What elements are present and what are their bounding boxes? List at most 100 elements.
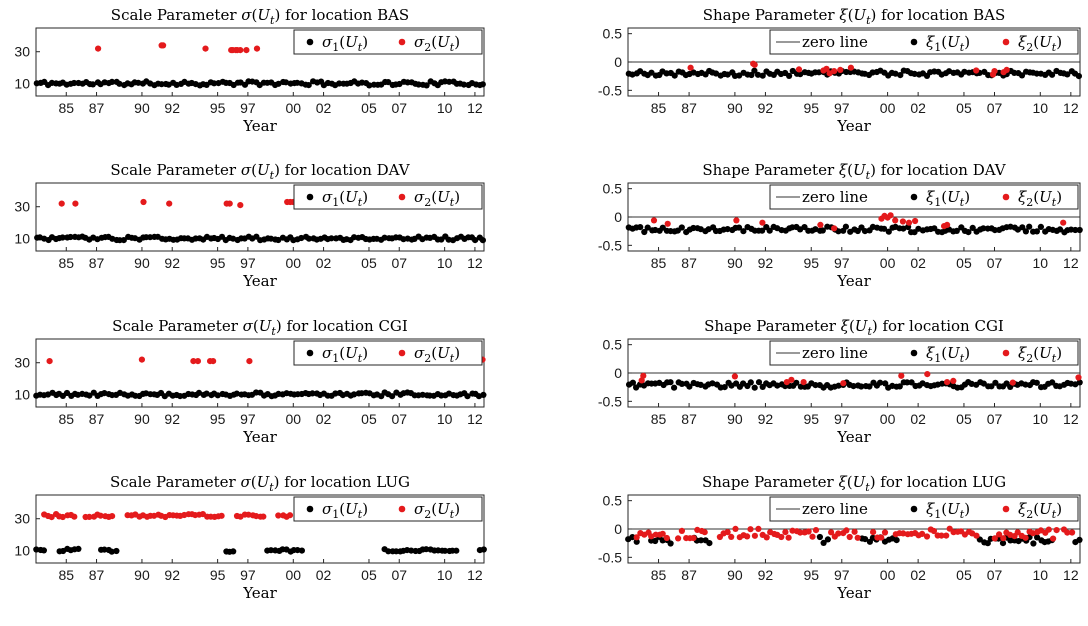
data-point (138, 356, 145, 363)
x-tick-label: 92 (164, 255, 180, 271)
y-tick-label: 10 (14, 386, 30, 402)
data-point (1064, 529, 1071, 536)
x-tick-label: 85 (651, 255, 667, 271)
data-point (866, 383, 873, 390)
y-tick-label: -0.5 (598, 393, 622, 409)
data-point (686, 383, 693, 390)
data-point (988, 383, 995, 390)
data-point (748, 71, 755, 79)
x-tick-label: 90 (134, 255, 150, 271)
data-point (898, 372, 905, 379)
data-point (858, 383, 865, 390)
data-point (108, 548, 115, 555)
data-point (850, 383, 857, 390)
x-tick-label: 97 (240, 100, 256, 116)
legend-swatch-dot (398, 193, 406, 201)
data-point (706, 540, 713, 547)
data-point (828, 529, 835, 536)
legend-label: ξ1(Ut) (926, 344, 970, 365)
chart-panel-3: Scale Parameter σ(Ut) for location DAV 85… (14, 161, 486, 290)
data-point (751, 67, 758, 74)
data-point (389, 393, 396, 400)
x-tick-label: 95 (803, 100, 819, 116)
data-point (728, 533, 735, 541)
data-point (701, 529, 708, 536)
x-axis-label: Year (836, 272, 871, 290)
data-point (275, 512, 282, 519)
data-point (1064, 71, 1071, 78)
x-tick-label: 00 (880, 255, 896, 271)
data-point (59, 513, 66, 521)
data-point (1076, 379, 1083, 386)
x-tick-label: 02 (910, 411, 926, 427)
x-tick-label: 12 (1063, 255, 1079, 271)
data-point (423, 82, 430, 89)
x-tick-label: 87 (89, 411, 105, 427)
data-point (479, 237, 486, 244)
data-point (740, 228, 747, 235)
data-point (908, 379, 915, 386)
data-point (441, 547, 449, 554)
chart-title: Shape Parameter ξ(Ut) for location CGI (704, 317, 1004, 338)
data-point (944, 379, 951, 386)
data-point (846, 533, 853, 541)
legend-label: ξ2(Ut) (1018, 33, 1062, 54)
data-point (1022, 534, 1029, 541)
data-point (835, 530, 842, 537)
data-point (298, 547, 305, 554)
x-tick-label: 92 (758, 411, 774, 427)
data-point (637, 224, 644, 231)
data-point (882, 380, 889, 387)
legend-box (769, 496, 1079, 522)
plot-frame (35, 182, 485, 252)
x-tick-label: 02 (316, 255, 332, 271)
x-tick-label: 97 (834, 100, 850, 116)
x-tick-label: 97 (834, 255, 850, 271)
x-tick-label: 12 (1063, 100, 1079, 116)
x-tick-label: 85 (58, 100, 74, 116)
legend-box (293, 29, 483, 55)
data-point (835, 382, 842, 389)
x-tick-label: 90 (727, 567, 743, 583)
data-point (950, 377, 957, 384)
y-tick-label: 0.5 (603, 181, 623, 197)
legend-label: ξ2(Ut) (1018, 500, 1062, 521)
data-point (751, 532, 759, 539)
data-point (305, 235, 313, 242)
x-tick-label: 10 (437, 567, 453, 583)
x-tick-label: 02 (316, 411, 332, 427)
data-point (230, 548, 237, 555)
data-point (1034, 534, 1041, 541)
chart-panel-2: Shape Parameter ξ(Ut) for location BAS 85… (598, 6, 1082, 135)
data-point (1069, 529, 1076, 536)
data-point (86, 392, 93, 399)
data-point (71, 79, 78, 87)
x-tick-label: 05 (956, 567, 972, 583)
data-point (744, 533, 751, 540)
legend-swatch-dot (1002, 193, 1010, 201)
y-tick-label: 10 (14, 75, 30, 91)
legend-label: σ1(Ut) (322, 500, 368, 521)
y-tick-label: -0.5 (598, 82, 622, 98)
data-point (89, 81, 96, 88)
x-tick-label: 95 (210, 255, 226, 271)
data-point (253, 45, 261, 52)
data-point (786, 72, 793, 79)
legend: σ1(Ut) σ2(Ut) (293, 340, 483, 366)
data-point (309, 390, 316, 397)
data-point (923, 533, 931, 540)
data-point (633, 538, 640, 545)
x-tick-label: 12 (467, 255, 483, 271)
x-tick-label: 90 (727, 100, 743, 116)
data-point (759, 227, 766, 234)
data-point (724, 529, 731, 536)
data-point (930, 527, 938, 535)
x-tick-label: 87 (89, 567, 105, 583)
data-point (1060, 219, 1067, 226)
x-tick-label: 07 (987, 411, 1003, 427)
data-point (783, 379, 790, 386)
data-point (842, 223, 850, 230)
x-tick-label: 87 (681, 567, 697, 583)
legend-swatch-dot (398, 505, 406, 513)
data-point (999, 540, 1007, 547)
